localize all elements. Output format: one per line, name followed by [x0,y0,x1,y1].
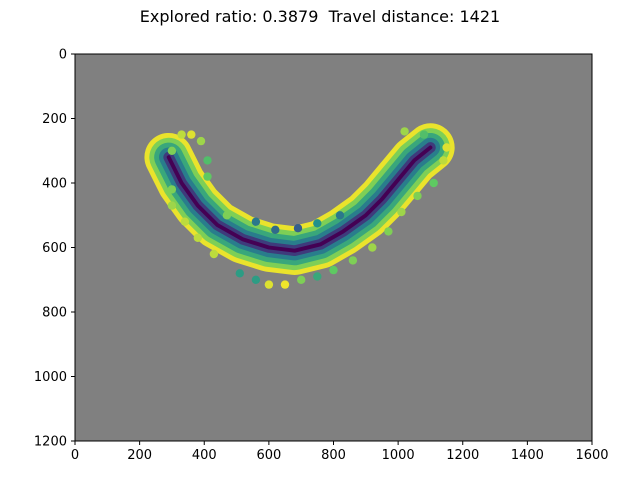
y-tick-label: 800 [42,306,67,321]
explored-band [144,123,455,275]
scatter-point [397,207,406,217]
scatter-point [419,130,429,139]
x-tick-label: 1200 [446,448,479,463]
scatter-point [187,130,196,139]
scatter-point [293,224,303,233]
chart-title: Explored ratio: 0.3879 Travel distance: … [139,7,501,26]
y-tick-label: 200 [42,112,67,127]
y-tick-label: 400 [42,177,67,192]
scatter-point [313,219,322,228]
scatter-point [177,130,186,139]
scatter-point [348,256,358,265]
scatter-point [413,191,422,201]
scatter-point [251,217,261,226]
scatter-point [335,211,345,220]
x-tick-label: 0 [71,448,79,463]
scatter-point [167,146,177,155]
scatter-point [271,225,280,234]
x-axis: 0 200 400 600 800 1000 1200 1400 1600 [71,441,609,463]
band-ring-5 [166,145,433,253]
scatter-point [368,243,377,252]
x-tick-label: 400 [192,448,217,463]
scatter-point [167,185,177,194]
scatter-point [429,178,438,188]
x-tick-label: 1000 [382,448,415,463]
y-tick-label: 0 [59,48,67,63]
scatter-point [180,217,190,226]
scatter-point [439,156,448,165]
x-tick-label: 1600 [575,448,608,463]
scatter-points [167,127,451,289]
y-axis: 0 200 400 600 800 1000 1200 [34,48,75,450]
scatter-point [280,280,290,289]
scatter-point [297,275,306,284]
y-tick-label: 1000 [34,370,67,385]
scatter-point [329,265,338,275]
scatter-point [196,136,206,146]
scatter-point [235,269,244,278]
y-tick-label: 600 [42,241,67,256]
scatter-point [209,249,219,259]
x-tick-label: 800 [321,448,346,463]
scatter-point [193,233,202,242]
x-tick-label: 1400 [511,448,544,463]
scatter-point [167,201,177,210]
scatter-point [384,227,393,236]
scatter-point [313,272,322,281]
scatter-point [203,172,212,181]
scatter-point [442,143,451,152]
x-tick-label: 200 [127,448,152,463]
y-tick-label: 1200 [34,435,67,450]
scatter-point [400,127,409,136]
x-tick-label: 600 [256,448,281,463]
scatter-point [203,156,212,165]
scatter-point [222,211,232,220]
scatter-point [264,280,274,289]
scatter-point [251,275,261,284]
